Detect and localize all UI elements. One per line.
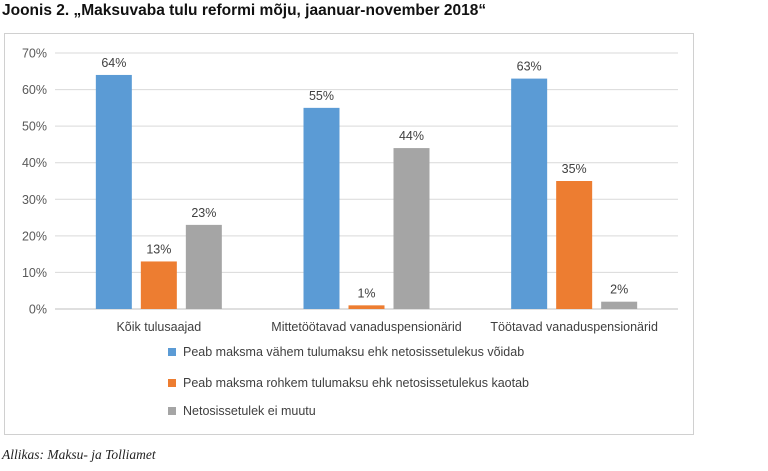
- bar: [511, 78, 548, 309]
- bar: [393, 148, 430, 309]
- y-tick-label: 40%: [22, 156, 47, 170]
- bar: [303, 107, 340, 309]
- data-label: 64%: [101, 56, 126, 70]
- data-label: 23%: [191, 206, 216, 220]
- bar: [140, 261, 177, 309]
- y-tick-label: 60%: [22, 83, 47, 97]
- y-tick-label: 50%: [22, 120, 47, 134]
- bar: [348, 305, 385, 309]
- x-axis-ticks: Kõik tulusaajad Mittetöötavad vanaduspens…: [116, 320, 658, 334]
- data-label: 55%: [309, 89, 334, 103]
- y-tick-label: 0%: [29, 303, 47, 317]
- x-tick-label: Töötavad vanaduspensionärid: [490, 320, 658, 334]
- y-tick-label: 20%: [22, 229, 47, 243]
- bar: [556, 181, 593, 309]
- bar: [601, 301, 638, 309]
- data-label: 44%: [399, 129, 424, 143]
- y-tick-label: 10%: [22, 266, 47, 280]
- data-label: 13%: [146, 242, 171, 256]
- y-tick-label: 70%: [22, 47, 47, 61]
- bars: [95, 74, 638, 309]
- bar: [185, 224, 222, 309]
- data-label: 35%: [562, 162, 587, 176]
- bar: [95, 74, 132, 309]
- source-note: Allikas: Maksu- ja Tolliamet: [2, 447, 156, 462]
- chart-title: Joonis 2. „Maksuvaba tulu reformi mõju, …: [2, 2, 487, 19]
- x-tick-label: Kõik tulusaajad: [116, 320, 201, 334]
- data-label: 1%: [357, 286, 375, 300]
- data-labels: 64% 13% 23% 55% 1% 44% 63% 35% 2%: [101, 56, 628, 300]
- data-label: 2%: [610, 283, 628, 297]
- y-axis-ticks: 0% 10% 20% 30% 40% 50% 60% 70%: [22, 47, 47, 317]
- y-tick-label: 30%: [22, 193, 47, 207]
- data-label: 63%: [517, 60, 542, 74]
- x-tick-label: Mittetöötavad vanaduspensionärid: [271, 320, 461, 334]
